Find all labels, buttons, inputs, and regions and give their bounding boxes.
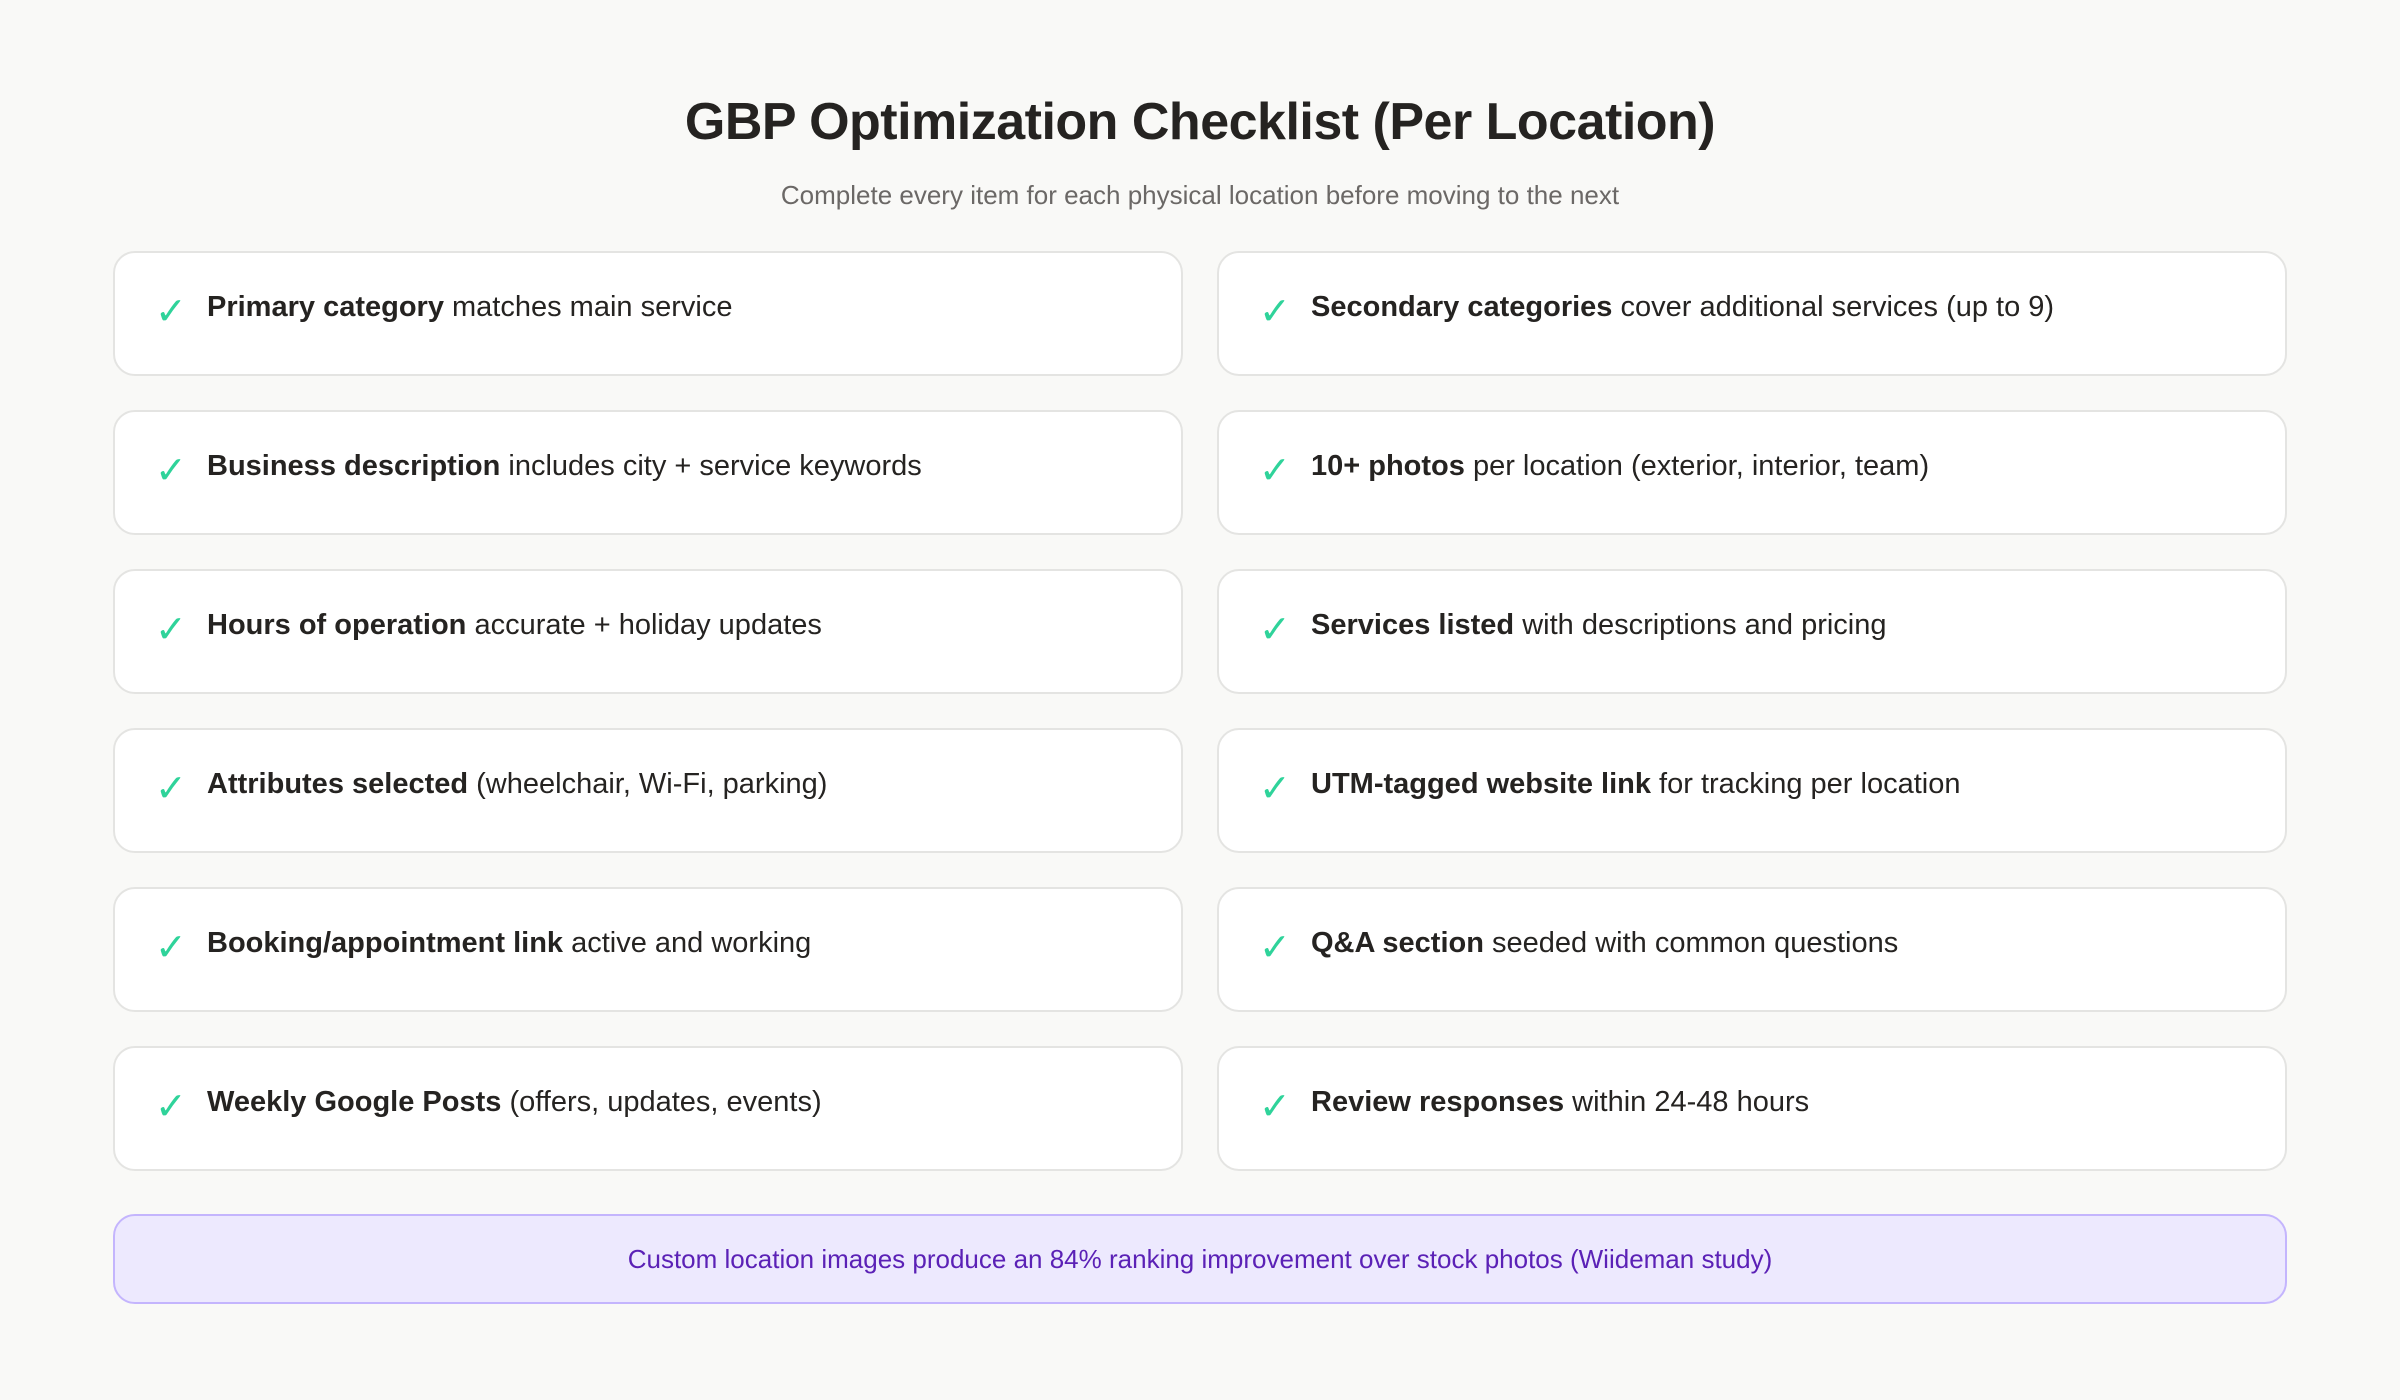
item-text: 10+ photos per location (exterior, inter… <box>1311 448 1929 484</box>
check-icon: ✓ <box>1259 1086 1291 1128</box>
item-rest: active and working <box>563 927 812 959</box>
checklist-item: ✓ Primary category matches main service <box>113 251 1183 376</box>
item-bold: Secondary categories <box>1311 291 1613 323</box>
item-text: Secondary categories cover additional se… <box>1311 289 2054 325</box>
item-rest: for tracking per location <box>1650 768 1961 800</box>
callout-banner: Custom location images produce an 84% ra… <box>113 1214 2287 1304</box>
check-icon: ✓ <box>155 450 187 492</box>
checklist-item: ✓ Attributes selected (wheelchair, Wi-Fi,… <box>113 728 1183 853</box>
item-bold: UTM-tagged website link <box>1311 768 1651 800</box>
item-text: Q&A section seeded with common questions <box>1311 925 1898 961</box>
check-icon: ✓ <box>1259 609 1291 651</box>
item-text: Hours of operation accurate + holiday up… <box>207 607 822 643</box>
check-icon: ✓ <box>155 927 187 969</box>
checklist-item: ✓ Hours of operation accurate + holiday u… <box>113 569 1183 694</box>
item-rest: (offers, updates, events) <box>501 1086 822 1118</box>
checklist-item: ✓ Review responses within 24-48 hours <box>1217 1046 2287 1171</box>
item-rest: seeded with common questions <box>1483 927 1899 959</box>
page-title: GBP Optimization Checklist (Per Location… <box>684 93 1716 151</box>
checklist-item: ✓ Services listed with descriptions and p… <box>1217 569 2287 694</box>
check-icon: ✓ <box>155 1086 187 1128</box>
item-bold: Weekly Google Posts <box>207 1086 502 1118</box>
item-bold: Attributes selected <box>207 768 469 800</box>
checklist-item: ✓ Booking/appointment link active and wor… <box>113 887 1183 1012</box>
checklist-item: ✓ Secondary categories cover additional s… <box>1217 251 2287 376</box>
item-text: Review responses within 24-48 hours <box>1311 1084 1809 1120</box>
item-rest: accurate + holiday updates <box>466 609 822 641</box>
item-rest: cover additional services (up to 9) <box>1612 291 2055 323</box>
check-icon: ✓ <box>1259 291 1291 333</box>
item-rest: with descriptions and pricing <box>1514 609 1887 641</box>
item-bold: Q&A section <box>1311 927 1484 959</box>
item-text: Business description includes city + ser… <box>207 448 922 484</box>
item-bold: Booking/appointment link <box>207 927 564 959</box>
item-bold: Services listed <box>1311 609 1515 641</box>
check-icon: ✓ <box>1259 927 1291 969</box>
item-rest: within 24-48 hours <box>1564 1086 1810 1118</box>
callout-text: Custom location images produce an 84% ra… <box>627 1243 1773 1274</box>
checklist-item: ✓ Business description includes city + se… <box>113 410 1183 535</box>
item-bold: Primary category <box>207 291 444 323</box>
item-text: Services listed with descriptions and pr… <box>1311 607 1887 643</box>
checklist-item: ✓ Q&A section seeded with common question… <box>1217 887 2287 1012</box>
item-text: UTM-tagged website link for tracking per… <box>1311 766 1960 802</box>
item-rest: per location (exterior, interior, team) <box>1464 450 1930 482</box>
checklist-item: ✓ 10+ photos per location (exterior, inte… <box>1217 410 2287 535</box>
checklist-item: ✓ Weekly Google Posts (offers, updates, e… <box>113 1046 1183 1171</box>
item-text: Attributes selected (wheelchair, Wi-Fi, … <box>207 766 827 802</box>
item-rest: includes city + service keywords <box>500 450 922 482</box>
item-bold: Review responses <box>1311 1086 1565 1118</box>
item-text: Primary category matches main service <box>207 289 732 325</box>
check-icon: ✓ <box>155 291 187 333</box>
checklist-item: ✓ UTM-tagged website link for tracking pe… <box>1217 728 2287 853</box>
page-subtitle: Complete every item for each physical lo… <box>780 180 1620 210</box>
item-bold: Hours of operation <box>207 609 467 641</box>
item-rest: matches main service <box>443 291 733 323</box>
item-bold: 10+ photos <box>1311 450 1465 482</box>
checklist-grid: ✓ Primary category matches main service ✓… <box>113 251 2287 1171</box>
item-text: Weekly Google Posts (offers, updates, ev… <box>207 1084 822 1120</box>
check-icon: ✓ <box>1259 768 1291 810</box>
item-rest: (wheelchair, Wi-Fi, parking) <box>468 768 828 800</box>
item-bold: Business description <box>207 450 501 482</box>
check-icon: ✓ <box>155 768 187 810</box>
item-text: Booking/appointment link active and work… <box>207 925 811 961</box>
check-icon: ✓ <box>155 609 187 651</box>
check-icon: ✓ <box>1259 450 1291 492</box>
